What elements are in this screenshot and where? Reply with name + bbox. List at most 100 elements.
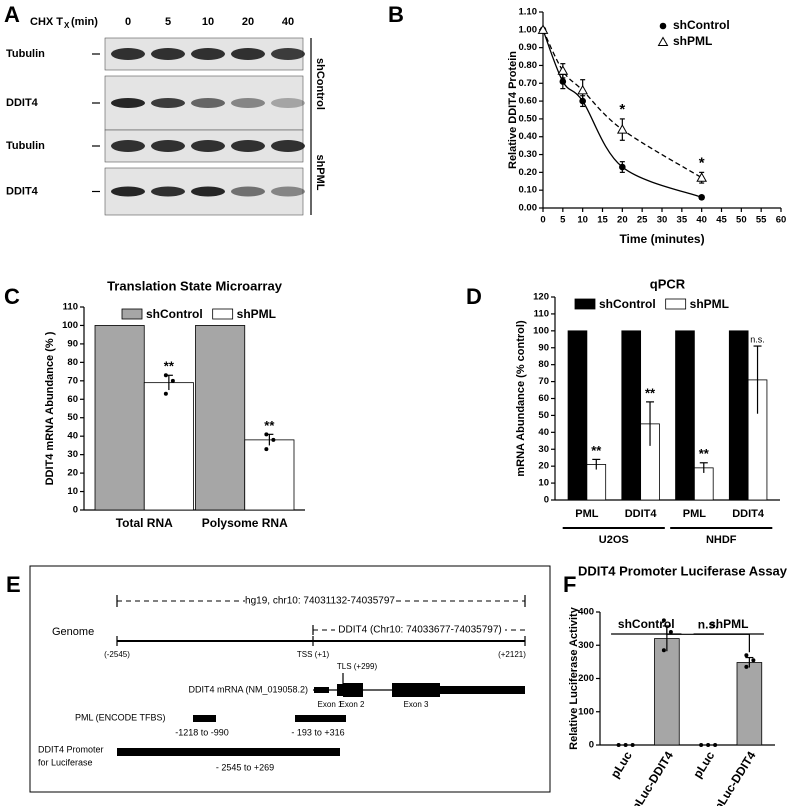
- data-point: [264, 432, 269, 437]
- x-tick-label: 60: [776, 215, 787, 226]
- y-axis-label: mRNA Abundance (% control): [515, 320, 527, 477]
- y-tick-label: 60: [67, 394, 78, 405]
- significance: n.s.: [750, 334, 765, 344]
- exon-label: Exon 2: [340, 700, 365, 709]
- exon: [337, 684, 343, 696]
- x-tick-label: 55: [756, 215, 767, 226]
- y-tick-label: 0.20: [519, 167, 538, 178]
- promoter-range: - 2545 to +269: [216, 762, 274, 772]
- data-point: [623, 743, 628, 747]
- band: [151, 140, 185, 152]
- exon: [314, 687, 329, 693]
- bar: [675, 330, 695, 501]
- bar: [94, 325, 145, 511]
- y-tick-label: 30: [538, 444, 549, 455]
- x-tick-label: 35: [677, 215, 688, 226]
- marker: [696, 172, 708, 182]
- panel-label: C: [4, 284, 20, 309]
- treatment-unit: (min): [71, 16, 98, 28]
- treatment-sub: X: [64, 21, 70, 30]
- y-tick-label: 110: [63, 302, 78, 313]
- band: [191, 186, 225, 197]
- y-tick-label: 50: [67, 412, 78, 423]
- genome-label: Genome: [52, 626, 94, 638]
- group-label: shControl: [618, 617, 675, 631]
- data-point: [699, 743, 704, 747]
- data-point: [751, 658, 756, 663]
- data-point: [616, 743, 621, 747]
- band: [151, 98, 185, 108]
- significance: **: [264, 418, 275, 433]
- pml-site-label: - 193 to +316: [291, 727, 344, 737]
- group-label: shControl: [314, 58, 326, 110]
- chart-title: Translation State Microarray: [107, 278, 283, 293]
- y-tick-label: 120: [533, 292, 549, 303]
- significance: *: [699, 154, 705, 171]
- x-tick-label: DDIT4: [625, 508, 658, 520]
- comparison-label: n.s.: [698, 617, 719, 631]
- bar: [143, 382, 194, 511]
- x-tick-label: 10: [577, 215, 588, 226]
- panel-label: A: [4, 2, 20, 27]
- y-tick-label: 0.10: [519, 185, 538, 196]
- label-bg: [245, 593, 395, 609]
- bar: [621, 330, 642, 501]
- gene-label: DDIT4 (Chr10: 74033677-74035797): [338, 625, 501, 636]
- y-axis-label: Relative Luciferase Activity: [568, 606, 580, 750]
- band: [231, 140, 265, 152]
- tls-label: TLS (+299): [337, 662, 378, 671]
- y-tick-label: 0.40: [519, 131, 538, 142]
- y-tick-label: 0: [544, 495, 549, 506]
- group-label: NHDF: [706, 534, 737, 546]
- x-tick-label: DDIT4: [732, 508, 765, 520]
- legend-label: shControl: [673, 18, 730, 32]
- y-tick-label: 20: [67, 468, 78, 479]
- y-axis-label: Relative DDIT4 Protein: [507, 51, 519, 169]
- coordinate: (-2545): [104, 650, 130, 659]
- bar: [586, 464, 607, 501]
- row-label: Tubulin: [6, 140, 45, 152]
- data-point: [744, 653, 749, 658]
- significance: **: [645, 385, 656, 400]
- band: [271, 186, 305, 197]
- group-label: shPML: [314, 154, 326, 190]
- panel-label: B: [388, 2, 404, 27]
- band: [231, 186, 265, 197]
- y-tick-label: 0.70: [519, 78, 538, 89]
- y-tick-label: 40: [538, 427, 549, 438]
- promoter-bar: [117, 748, 340, 756]
- legend-label: shControl: [599, 297, 656, 311]
- y-tick-label: 1.00: [519, 24, 538, 35]
- marker: [577, 84, 589, 95]
- pml-site: [295, 715, 346, 722]
- band: [271, 98, 305, 108]
- marker: [619, 163, 626, 171]
- panel-label: F: [563, 572, 576, 597]
- marker: [537, 24, 549, 34]
- data-point: [706, 743, 711, 747]
- band: [191, 98, 225, 108]
- row-label: DDIT4: [6, 185, 39, 197]
- time-label: 20: [242, 16, 254, 28]
- y-tick-label: 50: [538, 410, 549, 421]
- coordinate: TSS (+1): [297, 650, 330, 659]
- y-tick-label: 10: [67, 486, 78, 497]
- legend-marker: [659, 22, 667, 30]
- band: [151, 186, 185, 197]
- band: [111, 140, 145, 152]
- data-point: [271, 437, 276, 442]
- legend-label: shPML: [673, 34, 712, 48]
- data-point: [668, 629, 673, 634]
- x-tick-label: 20: [617, 215, 628, 226]
- legend-swatch: [665, 298, 687, 310]
- data-point: [170, 378, 175, 383]
- time-label: 0: [125, 16, 131, 28]
- x-tick-label: 40: [696, 215, 707, 226]
- significance: **: [591, 443, 602, 458]
- data-point: [630, 743, 635, 747]
- x-tick-label: 50: [736, 215, 747, 226]
- y-axis-label: DDIT4 mRNA Abundance (% ): [44, 331, 56, 485]
- x-tick-label: 25: [637, 215, 648, 226]
- promoter-label: for Luciferase: [38, 757, 93, 767]
